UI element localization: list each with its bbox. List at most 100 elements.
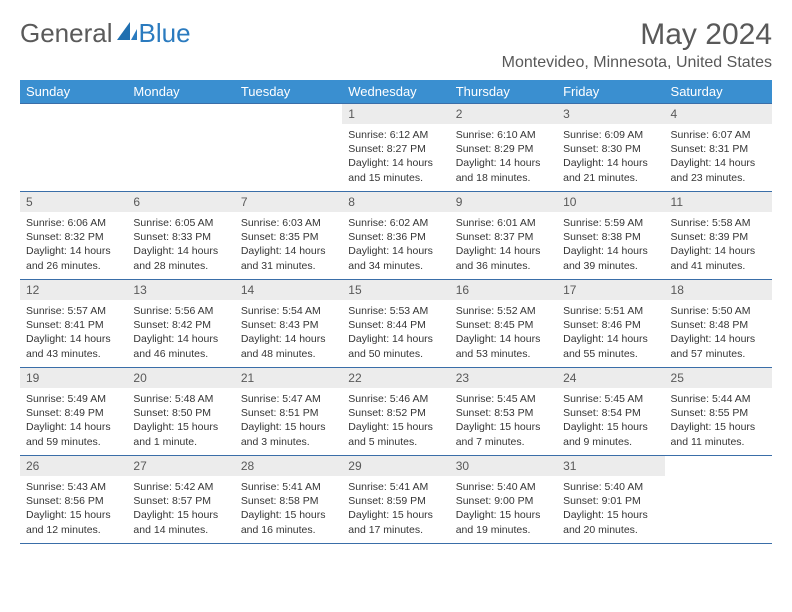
day-details: Sunrise: 6:10 AMSunset: 8:29 PMDaylight:…: [450, 124, 557, 189]
daylight-value: 15 hours and 1 minute.: [133, 421, 218, 447]
calendar-cell: 22Sunrise: 5:46 AMSunset: 8:52 PMDayligh…: [342, 368, 449, 456]
day-details: Sunrise: 6:09 AMSunset: 8:30 PMDaylight:…: [557, 124, 664, 189]
sunset-value: 8:55 PM: [709, 407, 748, 419]
logo-text-blue: Blue: [139, 18, 191, 49]
day-number: 20: [127, 368, 234, 388]
calendar-cell: 7Sunrise: 6:03 AMSunset: 8:35 PMDaylight…: [235, 192, 342, 280]
day-details: Sunrise: 5:41 AMSunset: 8:59 PMDaylight:…: [342, 476, 449, 541]
day-number: 29: [342, 456, 449, 476]
sunrise-value: 6:05 AM: [175, 217, 214, 229]
sunrise-value: 5:40 AM: [605, 481, 644, 493]
day-details: Sunrise: 6:01 AMSunset: 8:37 PMDaylight:…: [450, 212, 557, 277]
sunset-value: 8:44 PM: [387, 319, 426, 331]
sunset-value: 8:51 PM: [279, 407, 318, 419]
sunrise-value: 5:45 AM: [605, 393, 644, 405]
daylight-value: 15 hours and 11 minutes.: [671, 421, 756, 447]
header-row: Sunday Monday Tuesday Wednesday Thursday…: [20, 80, 772, 104]
daylight-value: 15 hours and 3 minutes.: [241, 421, 326, 447]
sunset-value: 8:49 PM: [65, 407, 104, 419]
calendar-cell: 30Sunrise: 5:40 AMSunset: 9:00 PMDayligh…: [450, 456, 557, 544]
calendar-cell: 6Sunrise: 6:05 AMSunset: 8:33 PMDaylight…: [127, 192, 234, 280]
day-number: 11: [665, 192, 772, 212]
day-number: 17: [557, 280, 664, 300]
calendar-cell: 0: [20, 104, 127, 192]
daylight-value: 14 hours and 34 minutes.: [348, 245, 433, 271]
sunset-value: 8:38 PM: [602, 231, 641, 243]
daylight-value: 15 hours and 14 minutes.: [133, 509, 218, 535]
sunrise-value: 6:09 AM: [605, 129, 644, 141]
day-details: Sunrise: 5:45 AMSunset: 8:53 PMDaylight:…: [450, 388, 557, 453]
daylight-value: 15 hours and 17 minutes.: [348, 509, 433, 535]
daylight-value: 14 hours and 50 minutes.: [348, 333, 433, 359]
sunrise-value: 5:49 AM: [67, 393, 106, 405]
calendar-cell: 19Sunrise: 5:49 AMSunset: 8:49 PMDayligh…: [20, 368, 127, 456]
col-tuesday: Tuesday: [235, 80, 342, 104]
title-block: May 2024 Montevideo, Minnesota, United S…: [502, 18, 772, 72]
sunrise-value: 6:10 AM: [497, 129, 536, 141]
day-number: 21: [235, 368, 342, 388]
col-friday: Friday: [557, 80, 664, 104]
daylight-value: 14 hours and 36 minutes.: [456, 245, 541, 271]
daylight-value: 14 hours and 43 minutes.: [26, 333, 111, 359]
sunrise-value: 6:07 AM: [712, 129, 751, 141]
day-number: 27: [127, 456, 234, 476]
day-details: Sunrise: 6:07 AMSunset: 8:31 PMDaylight:…: [665, 124, 772, 189]
calendar-cell: 5Sunrise: 6:06 AMSunset: 8:32 PMDaylight…: [20, 192, 127, 280]
calendar-cell: 20Sunrise: 5:48 AMSunset: 8:50 PMDayligh…: [127, 368, 234, 456]
sunrise-value: 5:42 AM: [175, 481, 214, 493]
sail-icon: [117, 22, 137, 40]
day-number: 19: [20, 368, 127, 388]
sunrise-value: 5:44 AM: [712, 393, 751, 405]
day-number: 25: [665, 368, 772, 388]
sunrise-value: 6:03 AM: [282, 217, 321, 229]
sunset-value: 8:59 PM: [387, 495, 426, 507]
daylight-value: 14 hours and 41 minutes.: [671, 245, 756, 271]
sunset-value: 8:30 PM: [602, 143, 641, 155]
daylight-value: 14 hours and 15 minutes.: [348, 157, 433, 183]
sunrise-value: 5:54 AM: [282, 305, 321, 317]
calendar-cell: 0: [235, 104, 342, 192]
calendar-cell: 0: [665, 456, 772, 544]
col-monday: Monday: [127, 80, 234, 104]
logo-text-general: General: [20, 18, 113, 49]
calendar-row: 5Sunrise: 6:06 AMSunset: 8:32 PMDaylight…: [20, 192, 772, 280]
daylight-value: 14 hours and 39 minutes.: [563, 245, 648, 271]
sunset-value: 8:54 PM: [602, 407, 641, 419]
daylight-value: 14 hours and 46 minutes.: [133, 333, 218, 359]
calendar-cell: 29Sunrise: 5:41 AMSunset: 8:59 PMDayligh…: [342, 456, 449, 544]
sunset-value: 8:39 PM: [709, 231, 748, 243]
sunset-value: 8:50 PM: [172, 407, 211, 419]
day-number: 13: [127, 280, 234, 300]
sunset-value: 8:57 PM: [172, 495, 211, 507]
location: Montevideo, Minnesota, United States: [502, 54, 772, 72]
day-details: Sunrise: 5:40 AMSunset: 9:01 PMDaylight:…: [557, 476, 664, 541]
daylight-value: 15 hours and 9 minutes.: [563, 421, 648, 447]
sunset-value: 8:29 PM: [494, 143, 533, 155]
sunset-value: 8:56 PM: [65, 495, 104, 507]
daylight-value: 15 hours and 7 minutes.: [456, 421, 541, 447]
calendar-table: Sunday Monday Tuesday Wednesday Thursday…: [20, 80, 772, 544]
calendar-cell: 9Sunrise: 6:01 AMSunset: 8:37 PMDaylight…: [450, 192, 557, 280]
daylight-value: 14 hours and 55 minutes.: [563, 333, 648, 359]
calendar-cell: 27Sunrise: 5:42 AMSunset: 8:57 PMDayligh…: [127, 456, 234, 544]
calendar-cell: 16Sunrise: 5:52 AMSunset: 8:45 PMDayligh…: [450, 280, 557, 368]
sunset-value: 8:37 PM: [494, 231, 533, 243]
sunset-value: 8:31 PM: [709, 143, 748, 155]
day-details: Sunrise: 5:43 AMSunset: 8:56 PMDaylight:…: [20, 476, 127, 541]
sunrise-value: 5:45 AM: [497, 393, 536, 405]
day-details: Sunrise: 5:54 AMSunset: 8:43 PMDaylight:…: [235, 300, 342, 365]
day-details: Sunrise: 5:45 AMSunset: 8:54 PMDaylight:…: [557, 388, 664, 453]
calendar-cell: 18Sunrise: 5:50 AMSunset: 8:48 PMDayligh…: [665, 280, 772, 368]
day-number: 4: [665, 104, 772, 124]
sunset-value: 8:52 PM: [387, 407, 426, 419]
daylight-value: 14 hours and 53 minutes.: [456, 333, 541, 359]
day-details: Sunrise: 5:56 AMSunset: 8:42 PMDaylight:…: [127, 300, 234, 365]
day-number: 12: [20, 280, 127, 300]
day-number: 15: [342, 280, 449, 300]
sunset-value: 8:48 PM: [709, 319, 748, 331]
calendar-row: 19Sunrise: 5:49 AMSunset: 8:49 PMDayligh…: [20, 368, 772, 456]
sunset-value: 9:00 PM: [494, 495, 533, 507]
day-details: Sunrise: 5:59 AMSunset: 8:38 PMDaylight:…: [557, 212, 664, 277]
day-number: 14: [235, 280, 342, 300]
day-number: 5: [20, 192, 127, 212]
